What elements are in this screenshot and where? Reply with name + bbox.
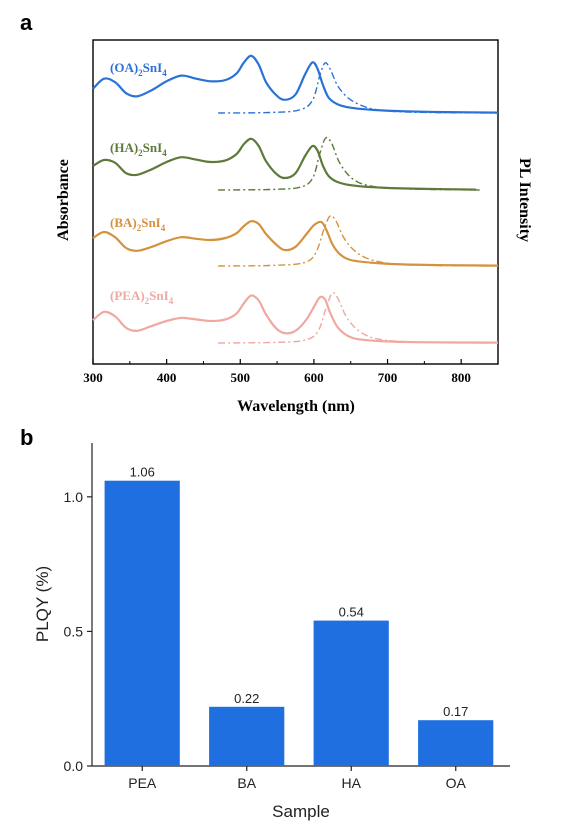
series-label-part: 2 <box>145 296 150 306</box>
series-label-part: SnI <box>141 215 161 230</box>
absorbance-line-2 <box>92 220 499 267</box>
y-axis-label-left: Absorbance <box>55 159 72 241</box>
x-tick-label: 600 <box>304 370 324 385</box>
bar-value-label: 1.06 <box>130 465 155 480</box>
series-label-part: 2 <box>138 148 143 158</box>
series-label-2: (BA)2SnI4 <box>110 215 166 233</box>
bar-ba <box>209 706 285 766</box>
x-axis-ticks: PEA BA HA OA <box>128 766 467 791</box>
series-label-part: SnI <box>149 288 169 303</box>
series-label-part: (OA) <box>110 60 138 75</box>
series-label-part: (BA) <box>110 215 137 230</box>
series-label-part: SnI <box>143 60 163 75</box>
bar-value-label: 0.17 <box>443 704 468 719</box>
series-label-0: (OA)2SnI4 <box>110 60 167 78</box>
spectra-curves <box>92 54 499 344</box>
series-label-1: (HA)2SnI4 <box>110 140 167 158</box>
x-tick-label: HA <box>342 775 362 791</box>
bar-ha <box>313 620 389 766</box>
bar-value-label: 0.54 <box>339 605 364 620</box>
series-label-part: 4 <box>162 68 167 78</box>
panel-a-spectra: (OA)2SnI4(HA)2SnI4(BA)2SnI4(PEA)2SnI4 30… <box>55 39 533 415</box>
bar-value-label: 0.22 <box>234 691 259 706</box>
series-label-part: 4 <box>162 148 167 158</box>
x-tick-label: 400 <box>157 370 177 385</box>
series-label-part: 2 <box>138 68 143 78</box>
series-labels: (OA)2SnI4(HA)2SnI4(BA)2SnI4(PEA)2SnI4 <box>110 60 174 306</box>
pl-line-3 <box>218 292 499 344</box>
y-tick-label: 0.0 <box>64 758 84 774</box>
bars: 1.06 0.22 0.54 0.17 <box>104 465 494 766</box>
bar-oa <box>418 720 494 766</box>
x-tick-label: 700 <box>378 370 398 385</box>
absorbance-line-0 <box>92 54 499 114</box>
x-axis-label: Sample <box>272 802 330 821</box>
bar-pea <box>104 480 180 766</box>
x-axis-ticks: 300 400 500 600 700 800 <box>83 359 471 385</box>
x-axis-label: Wavelength (nm) <box>237 398 355 415</box>
panel-b-plqy: 1.06 0.22 0.54 0.17 0.0 0.5 1.0 PEA BA HA OA Sam… <box>33 443 510 821</box>
panel-letter-a: a <box>20 10 33 35</box>
y-tick-label: 0.5 <box>64 623 84 639</box>
x-tick-label: 300 <box>83 370 103 385</box>
panel-letter-b: b <box>20 425 33 450</box>
x-tick-label: 800 <box>451 370 471 385</box>
panel-a-frame <box>92 39 499 365</box>
y-tick-label: 1.0 <box>64 489 84 505</box>
pl-line-0 <box>218 62 499 114</box>
y-axis-ticks: 0.0 0.5 1.0 <box>64 489 92 774</box>
series-label-part: (HA) <box>110 140 138 155</box>
y-axis-label: PLQY (%) <box>33 566 52 642</box>
pl-line-2 <box>218 215 499 267</box>
x-tick-label: BA <box>237 775 256 791</box>
absorbance-line-3 <box>92 294 499 344</box>
series-label-part: SnI <box>143 140 163 155</box>
series-label-part: (PEA) <box>110 288 145 303</box>
x-tick-label: OA <box>446 775 467 791</box>
absorbance-line-1 <box>92 137 476 191</box>
x-tick-label: 500 <box>231 370 251 385</box>
series-label-3: (PEA)2SnI4 <box>110 288 174 306</box>
x-tick-label: PEA <box>128 775 157 791</box>
series-label-part: 4 <box>169 296 174 306</box>
y-axis-label-right: PL Intensity <box>516 158 533 242</box>
series-label-part: 4 <box>161 223 166 233</box>
series-label-part: 2 <box>137 223 142 233</box>
